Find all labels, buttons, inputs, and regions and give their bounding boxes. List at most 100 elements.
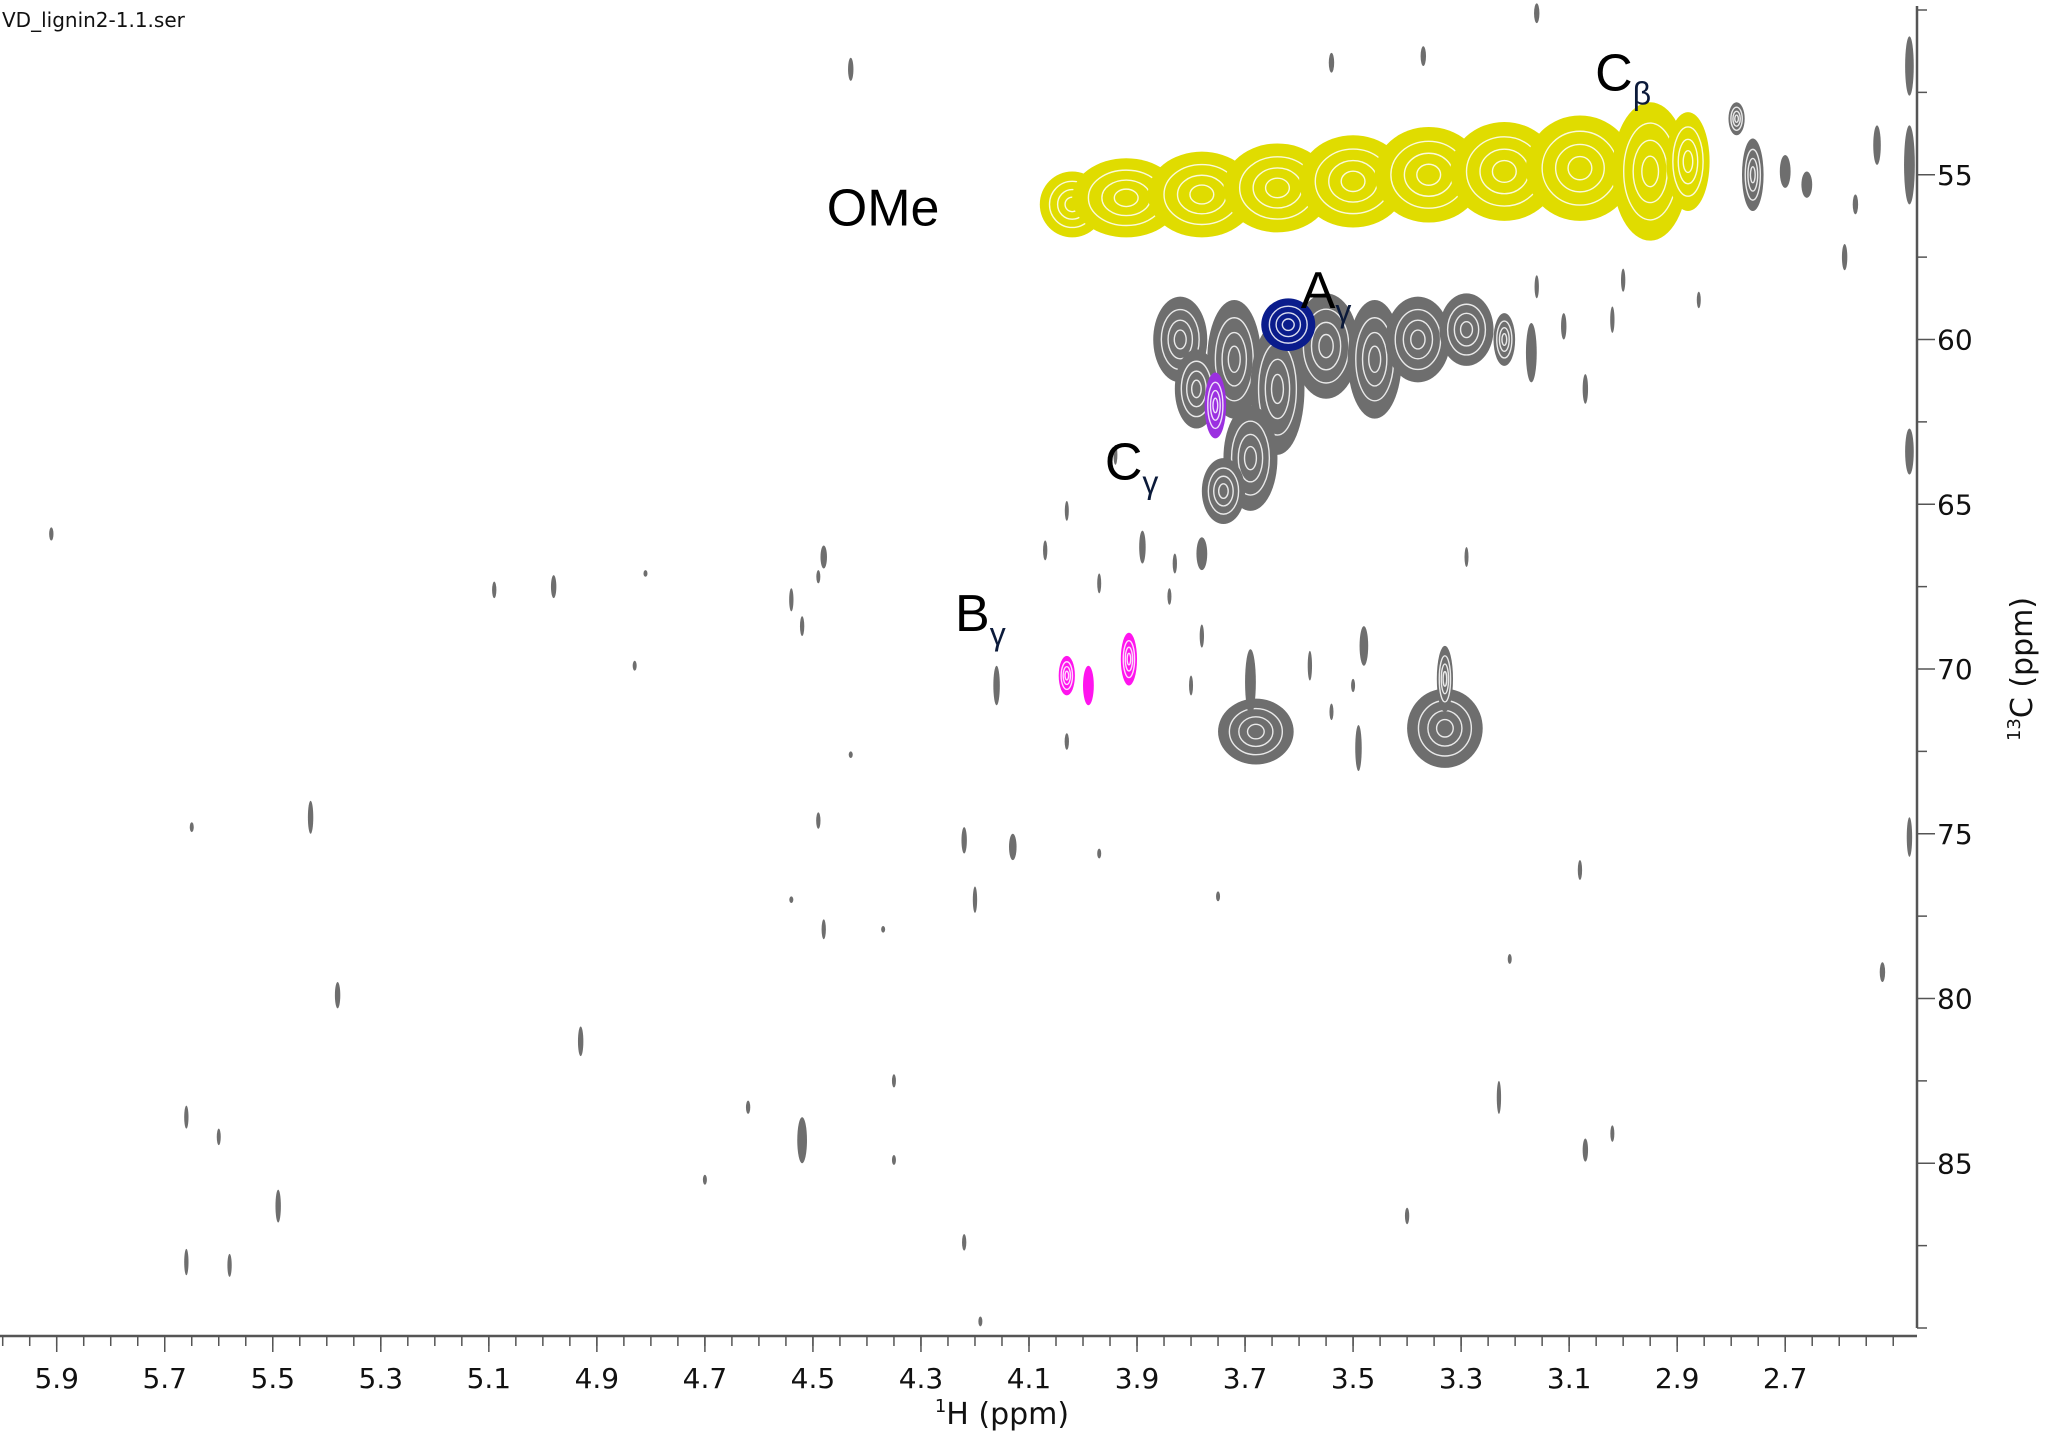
x-tick-label: 5.9 xyxy=(34,1362,79,1395)
peak-contour-ring xyxy=(1416,163,1442,186)
peak-other xyxy=(1139,530,1146,564)
peak-B_gamma xyxy=(1083,665,1094,706)
peak-other xyxy=(1328,52,1335,73)
peak-other xyxy=(184,1248,189,1276)
peak-other xyxy=(816,570,821,584)
peak-contour xyxy=(1064,500,1069,521)
peak-other xyxy=(1218,698,1294,765)
peak-contour-ring xyxy=(1214,317,1254,402)
peak-other xyxy=(1196,537,1208,571)
cross-peaks xyxy=(49,3,1915,1327)
peak-contour-ring xyxy=(1491,159,1517,184)
peak-other xyxy=(1436,645,1454,712)
peak-label: Aγ xyxy=(1301,262,1352,329)
x-axis-title: 1H (ppm) xyxy=(935,1396,1069,1432)
peak-other xyxy=(1189,675,1194,696)
peak-contour xyxy=(821,919,826,940)
peak-contour-ring xyxy=(1496,320,1513,359)
peak-contour-ring xyxy=(1442,670,1448,687)
peak-other xyxy=(275,1189,281,1223)
peak-contour xyxy=(1167,588,1172,605)
peak-contour xyxy=(891,1155,896,1165)
peak-contour-ring xyxy=(1060,661,1074,691)
peak-contour xyxy=(1582,1138,1589,1162)
peak-contour xyxy=(702,1174,707,1185)
peak-contour xyxy=(848,57,854,81)
window-title: VD_lignin2-1.1.ser xyxy=(2,8,185,32)
peak-other xyxy=(1507,954,1512,964)
peak-contour xyxy=(1420,46,1427,67)
peak-other xyxy=(1172,553,1177,574)
peak-contour xyxy=(184,1248,189,1276)
peak-contour xyxy=(797,1117,807,1164)
x-tick-label: 5.5 xyxy=(251,1362,296,1395)
peak-other xyxy=(821,919,826,940)
peak-other xyxy=(1245,649,1256,716)
peak-other xyxy=(1905,36,1914,96)
peak-contour-ring xyxy=(1064,670,1070,681)
peak-contour xyxy=(789,588,794,612)
peak-other xyxy=(993,665,1000,706)
peak-other xyxy=(1307,650,1313,681)
x-tick-label: 3.9 xyxy=(1115,1362,1160,1395)
y-tick-label: 65 xyxy=(1937,488,1973,521)
peak-other xyxy=(789,896,794,903)
peak-other xyxy=(1404,1207,1410,1225)
peak-other xyxy=(1534,3,1540,24)
peak-contour-ring xyxy=(1368,345,1382,374)
peak-contour xyxy=(1328,52,1335,73)
peak-contour-ring xyxy=(1453,312,1480,347)
peak-other xyxy=(1577,860,1583,880)
peak-other xyxy=(1199,624,1204,648)
peak-label: Cγ xyxy=(1105,433,1159,500)
peak-contour xyxy=(1043,540,1048,561)
peak-contour xyxy=(577,1026,584,1057)
peak-contour xyxy=(1355,725,1362,772)
peak-contour xyxy=(1359,626,1369,666)
peak-contour-ring xyxy=(1243,445,1258,471)
peak-contour-ring xyxy=(1435,718,1454,738)
peak-contour xyxy=(1245,649,1256,716)
y-tick-label: 70 xyxy=(1937,653,1973,686)
peak-other xyxy=(1216,891,1221,902)
peak-contour-ring xyxy=(1217,483,1229,500)
peak-contour xyxy=(1083,665,1094,706)
peak-C_gamma xyxy=(1204,372,1227,439)
x-tick-label: 4.9 xyxy=(575,1362,620,1395)
peak-other xyxy=(1879,962,1886,983)
peak-contour xyxy=(799,616,805,637)
peak-contour xyxy=(745,1100,751,1114)
peak-contour-ring xyxy=(1641,155,1660,188)
peak-other xyxy=(891,1155,896,1165)
peak-contour xyxy=(1329,703,1334,721)
peak-label: OMe xyxy=(827,180,940,238)
peak-contour xyxy=(550,575,557,599)
peak-contour-ring xyxy=(1554,143,1605,193)
peak-contour-ring xyxy=(1124,646,1134,672)
peak-contour-ring xyxy=(1410,329,1426,350)
x-tick-label: 2.7 xyxy=(1763,1362,1808,1395)
peak-contour-ring xyxy=(1189,184,1215,205)
peak-contour-ring xyxy=(1237,433,1264,483)
peak-contour-ring xyxy=(1275,312,1302,338)
peak-contour xyxy=(189,822,194,833)
peak-contour xyxy=(1464,547,1469,567)
peak-contour xyxy=(49,527,54,541)
peak-label: Cβ xyxy=(1595,45,1651,112)
peak-contour-ring xyxy=(1212,397,1219,414)
peak-contour-ring xyxy=(1732,110,1741,127)
peak-contour-ring xyxy=(1268,305,1308,344)
peak-other xyxy=(1582,374,1589,404)
peak-contour xyxy=(816,570,821,584)
y-tick-label: 60 xyxy=(1937,324,1973,357)
x-tick-label: 3.5 xyxy=(1331,1362,1376,1395)
x-tick-label: 5.3 xyxy=(359,1362,404,1395)
peak-other xyxy=(848,57,854,81)
peak-B_gamma xyxy=(1058,655,1075,696)
peak-contour xyxy=(1561,313,1567,340)
y-axis-title: 13C (ppm) xyxy=(2004,597,2040,741)
peak-contour-ring xyxy=(1340,170,1366,193)
peak-contour-ring xyxy=(1230,420,1271,496)
x-tick-label: 4.7 xyxy=(683,1362,728,1395)
